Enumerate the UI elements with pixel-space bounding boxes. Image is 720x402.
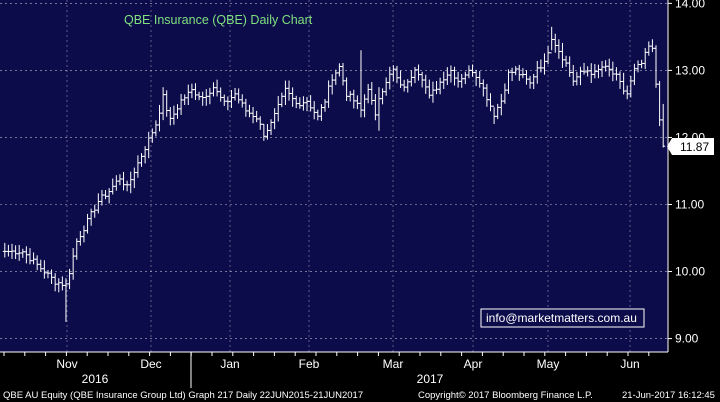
ohlc-bar (661, 103, 666, 148)
year-label: 2017 (417, 372, 444, 386)
y-tick-label: 9.00 (675, 332, 699, 346)
y-tick-label: 14.00 (675, 0, 705, 10)
last-price-tag: 11.87 (667, 138, 714, 155)
x-tick-label: Nov (56, 357, 77, 371)
annotation-text: info@marketmatters.com.au (486, 311, 637, 325)
year-label: 2016 (82, 372, 109, 386)
x-tick-label: Mar (383, 357, 404, 371)
x-tick-label: Apr (464, 357, 483, 371)
y-tick-label: 13.00 (675, 63, 705, 77)
x-tick-label: May (537, 357, 560, 371)
x-axis-ticks: Nov Dec Jan Feb Mar Apr May Jun 2016 2017 (3, 352, 650, 388)
x-tick-label: Jan (220, 357, 239, 371)
y-tick-label: 10.00 (675, 265, 705, 279)
x-tick-label: Dec (140, 357, 161, 371)
last-price-label: 11.87 (680, 140, 709, 154)
plot-background (0, 0, 668, 352)
footer-background (0, 388, 720, 402)
footer-left: QBE AU Equity (QBE Insurance Group Ltd) … (3, 390, 363, 401)
x-tick-label: Feb (299, 357, 320, 371)
footer-right: 21-Jun-2017 16:12:45 (622, 390, 715, 401)
annotation-box: info@marketmatters.com.au (480, 308, 645, 328)
gridlines (0, 0, 668, 352)
footer-mid: Copyright© 2017 Bloomberg Finance L.P. (418, 390, 593, 401)
chart-title: QBE Insurance (QBE) Daily Chart (124, 13, 313, 27)
x-tick-label: Jun (620, 357, 639, 371)
y-tick-label: 11.00 (675, 197, 704, 211)
price-bars (2, 26, 666, 322)
